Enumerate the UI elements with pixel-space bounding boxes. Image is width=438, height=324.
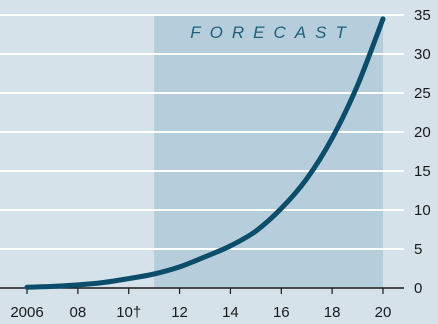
y-tick-label: 35 (414, 7, 431, 24)
y-tick-label: 20 (414, 124, 431, 141)
x-tick-label: 12 (171, 304, 188, 321)
y-tick-label: 30 (414, 46, 431, 63)
x-tick-label: 2006 (10, 304, 43, 321)
y-axis-ticks: 0 5 10 15 20 25 30 35 (414, 7, 431, 297)
x-tick-label: 14 (222, 304, 239, 321)
series-line (24, 16, 386, 290)
x-axis-ticks: 2006 08 10† 12 14 16 18 20 (10, 288, 391, 321)
forecast-band (154, 14, 383, 288)
x-tick-label: 16 (273, 304, 290, 321)
y-tick-label: 5 (414, 241, 422, 258)
x-tick-label: 10† (116, 304, 141, 321)
y-tick-label: 15 (414, 163, 431, 180)
y-tick-label: 0 (414, 280, 422, 297)
x-tick-label: 18 (324, 304, 341, 321)
x-tick-label: 20 (375, 304, 392, 321)
y-tick-label: 10 (414, 202, 431, 219)
y-tick-label: 25 (414, 85, 431, 102)
x-tick-label: 08 (70, 304, 87, 321)
forecast-annotation: FORECAST (190, 23, 355, 42)
gridlines (0, 14, 404, 289)
